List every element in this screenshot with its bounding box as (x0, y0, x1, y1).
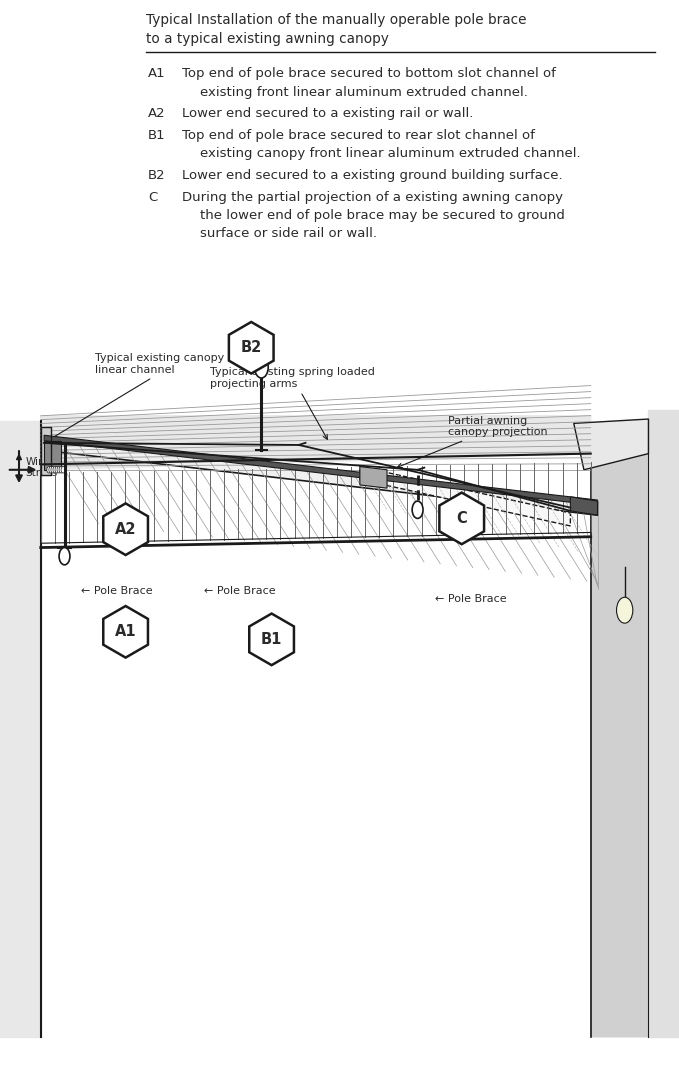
Text: Lower end secured to a existing ground building surface.: Lower end secured to a existing ground b… (182, 168, 563, 181)
Text: ← Pole Brace: ← Pole Brace (435, 594, 506, 605)
Circle shape (49, 467, 53, 473)
Text: Wind
Stress: Wind Stress (26, 457, 58, 478)
Text: C: C (456, 511, 467, 526)
Text: existing canopy front linear aluminum extruded channel.: existing canopy front linear aluminum ex… (200, 147, 581, 160)
Polygon shape (44, 435, 598, 505)
Circle shape (255, 356, 268, 378)
Polygon shape (570, 497, 598, 515)
Polygon shape (574, 419, 648, 470)
Text: Top end of pole brace secured to bottom slot channel of: Top end of pole brace secured to bottom … (182, 67, 556, 80)
Text: During the partial projection of a existing awning canopy: During the partial projection of a exist… (182, 190, 563, 203)
Circle shape (55, 467, 59, 473)
Circle shape (412, 501, 423, 518)
Text: A1: A1 (115, 624, 136, 639)
Polygon shape (591, 419, 648, 1037)
Text: B1: B1 (261, 632, 282, 647)
Circle shape (53, 467, 57, 473)
Text: Top end of pole brace secured to rear slot channel of: Top end of pole brace secured to rear sl… (182, 129, 535, 141)
Polygon shape (229, 322, 274, 374)
Polygon shape (648, 410, 679, 1037)
Text: B2: B2 (148, 168, 166, 181)
Text: B1: B1 (148, 129, 166, 141)
Text: ← Pole Brace: ← Pole Brace (81, 585, 153, 596)
Polygon shape (439, 492, 484, 544)
Circle shape (51, 467, 55, 473)
Text: A1: A1 (148, 67, 166, 80)
Text: Typical Installation of the manually operable pole brace: Typical Installation of the manually ope… (146, 13, 526, 27)
Circle shape (59, 548, 70, 565)
Polygon shape (41, 427, 51, 475)
Circle shape (61, 467, 65, 473)
Text: Partial awning
canopy projection: Partial awning canopy projection (397, 416, 548, 468)
Text: Typical existing canopy front
linear channel: Typical existing canopy front linear cha… (47, 353, 255, 442)
Polygon shape (360, 467, 570, 526)
Text: C: C (148, 190, 158, 203)
Text: B2: B2 (240, 340, 262, 355)
Text: the lower end of pole brace may be secured to ground: the lower end of pole brace may be secur… (200, 208, 565, 221)
Text: A2: A2 (115, 522, 136, 537)
Polygon shape (44, 441, 61, 470)
Text: ← Pole Brace: ← Pole Brace (204, 585, 275, 596)
Circle shape (59, 467, 63, 473)
Polygon shape (0, 421, 41, 1037)
Polygon shape (103, 606, 148, 658)
Polygon shape (249, 613, 294, 665)
Text: Lower end secured to a existing rail or wall.: Lower end secured to a existing rail or … (182, 107, 473, 120)
Circle shape (47, 467, 51, 473)
Polygon shape (41, 416, 591, 470)
Text: surface or side rail or wall.: surface or side rail or wall. (200, 227, 378, 240)
Text: Typical existing spring loaded
projecting arms: Typical existing spring loaded projectin… (210, 367, 375, 440)
Circle shape (617, 597, 633, 623)
Polygon shape (360, 467, 387, 488)
Text: to a typical existing awning canopy: to a typical existing awning canopy (146, 32, 389, 46)
Circle shape (57, 467, 61, 473)
Text: existing front linear aluminum extruded channel.: existing front linear aluminum extruded … (200, 85, 528, 98)
Polygon shape (44, 437, 598, 515)
Polygon shape (103, 503, 148, 555)
Text: A2: A2 (148, 107, 166, 120)
